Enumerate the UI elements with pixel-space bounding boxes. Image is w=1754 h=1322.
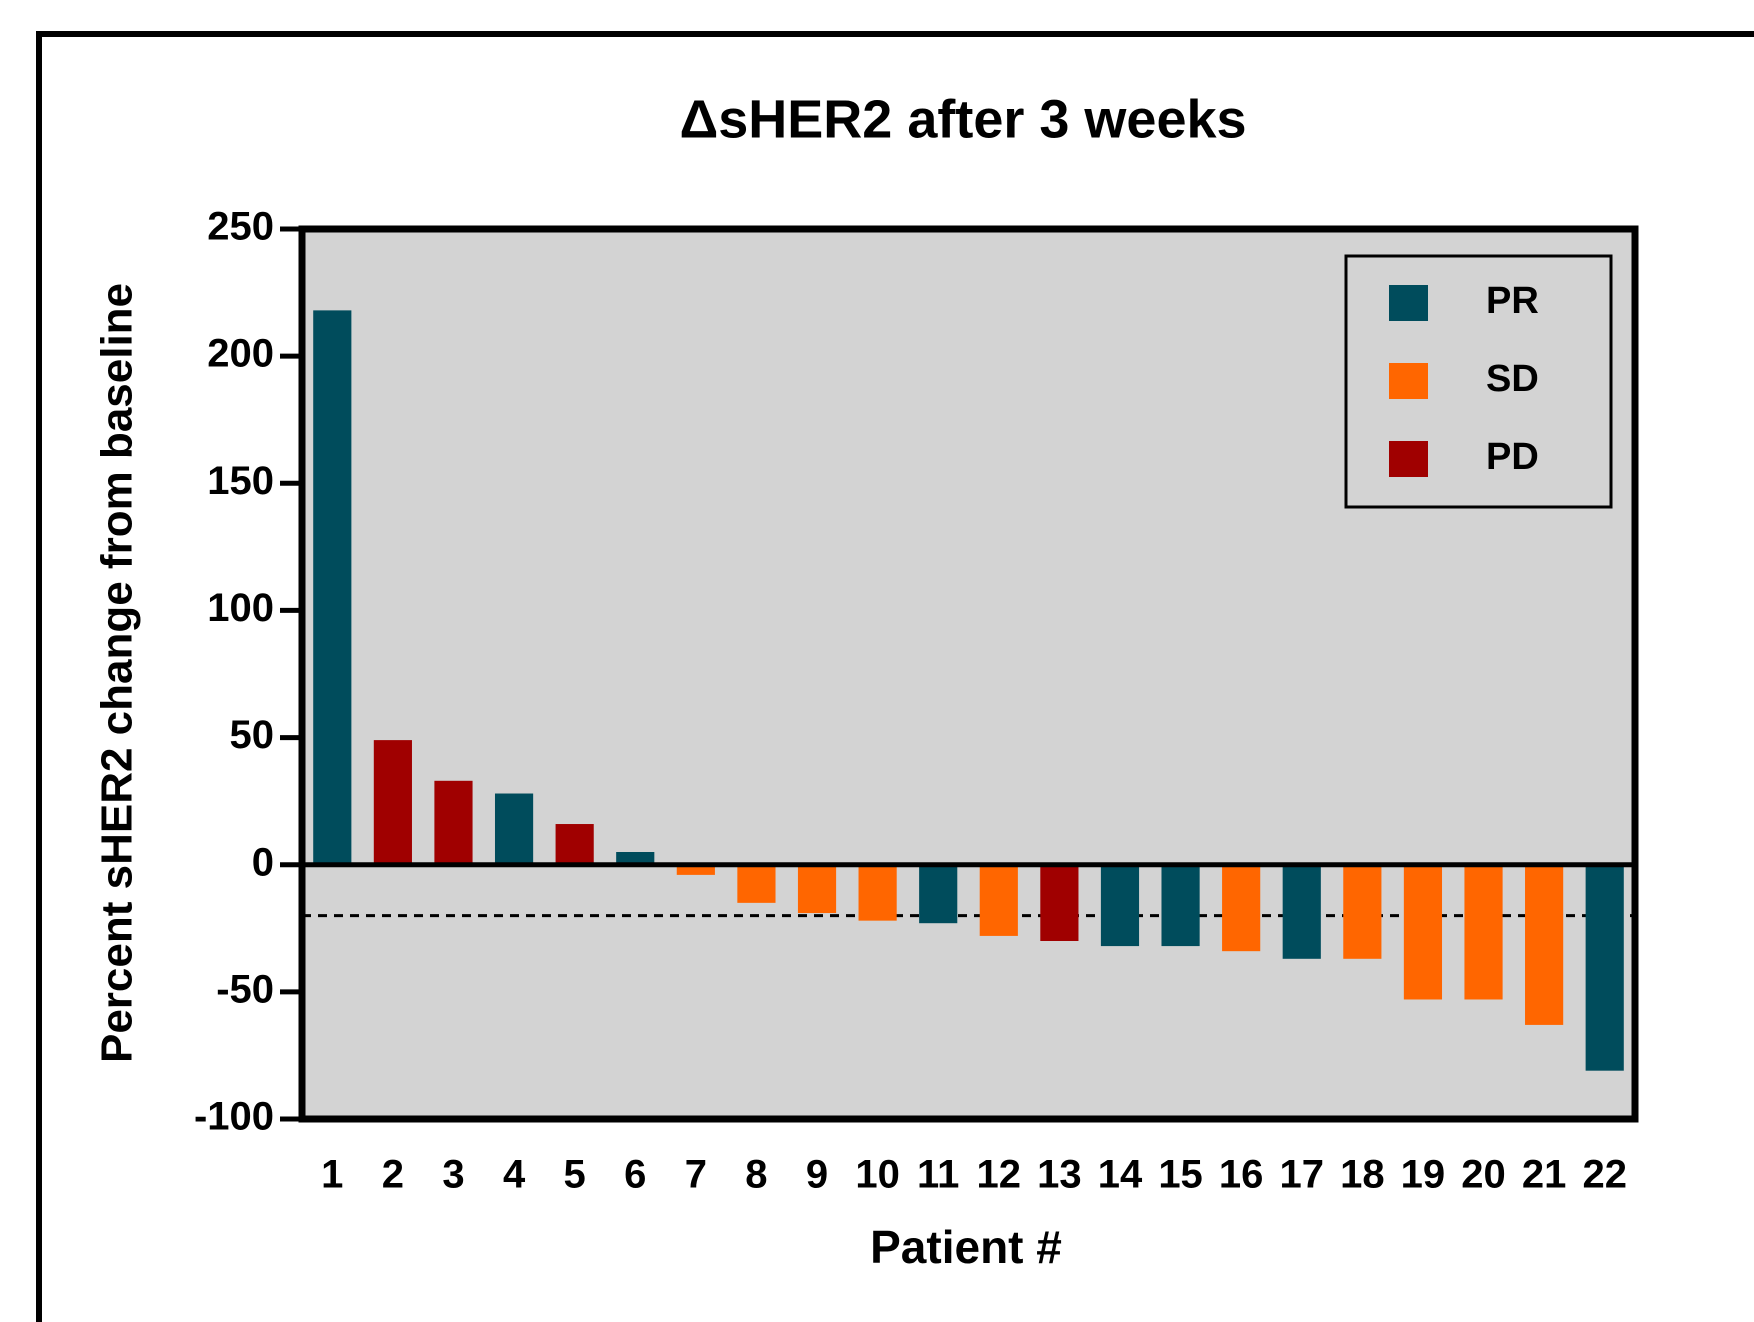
x-tick-label: 5 <box>564 1153 586 1197</box>
legend-label: PD <box>1486 436 1539 478</box>
legend-label: PR <box>1486 280 1539 322</box>
bar <box>1585 864 1624 1071</box>
chart-title: ΔsHER2 after 3 weeks <box>679 89 1246 149</box>
x-tick-label: 15 <box>1158 1153 1203 1197</box>
x-tick-label: 12 <box>977 1153 1022 1197</box>
legend-swatch <box>1389 441 1428 477</box>
x-tick-label: 14 <box>1098 1153 1143 1197</box>
x-axis-title: Patient # <box>870 1221 1062 1273</box>
x-tick-label: 2 <box>382 1153 404 1197</box>
x-tick-label: 9 <box>806 1153 828 1197</box>
bar <box>616 852 655 865</box>
x-tick-label: 18 <box>1340 1153 1385 1197</box>
bar <box>1100 864 1140 947</box>
x-tick-label: 3 <box>442 1153 464 1197</box>
legend-label: SD <box>1486 358 1539 400</box>
x-tick-label: 4 <box>503 1153 526 1197</box>
bar <box>1464 864 1503 1000</box>
bar <box>797 864 837 914</box>
x-tick-label: 21 <box>1522 1153 1567 1197</box>
bar <box>979 864 1018 936</box>
y-tick-label: 100 <box>207 586 274 630</box>
y-axis-title: Percent sHER2 change from baseline <box>93 283 142 1063</box>
bar <box>1161 864 1200 947</box>
y-tick-label: 250 <box>207 205 274 249</box>
bar <box>1343 864 1382 959</box>
x-tick-label: 16 <box>1219 1153 1264 1197</box>
x-tick-label: 1 <box>321 1153 343 1197</box>
y-tick-label: -100 <box>194 1095 274 1139</box>
x-tick-label: 20 <box>1461 1153 1506 1197</box>
plot-border <box>298 225 1639 1123</box>
bar <box>313 310 352 865</box>
y-tick-label: 200 <box>207 332 274 376</box>
bar <box>1403 864 1443 1000</box>
bar <box>1222 864 1261 952</box>
legend-swatch <box>1389 285 1428 321</box>
y-tick-label: 150 <box>207 459 274 503</box>
x-tick-label: 6 <box>624 1153 646 1197</box>
x-tick-label: 10 <box>855 1153 900 1197</box>
legend-swatch <box>1389 363 1428 399</box>
bar <box>494 793 534 865</box>
x-tick-label: 11 <box>917 1153 959 1197</box>
bar <box>434 780 473 865</box>
x-tick-label: 19 <box>1401 1153 1446 1197</box>
y-tick-label: -50 <box>216 967 274 1011</box>
bar <box>1040 864 1079 941</box>
bar <box>737 864 776 903</box>
bar <box>676 864 715 875</box>
frame <box>36 31 1754 1322</box>
y-tick-label: 50 <box>230 713 275 757</box>
legend-box <box>1344 254 1613 509</box>
x-tick-label: 8 <box>745 1153 767 1197</box>
x-tick-label: 7 <box>685 1153 707 1197</box>
bar <box>555 824 594 865</box>
y-tick-label: 0 <box>252 840 274 884</box>
bar <box>1525 864 1564 1025</box>
bar <box>858 864 897 921</box>
x-tick-label: 17 <box>1280 1153 1325 1197</box>
x-tick-label: 13 <box>1037 1153 1082 1197</box>
bar <box>919 864 958 924</box>
bar <box>373 740 412 865</box>
bar <box>1282 864 1321 959</box>
x-tick-label: 22 <box>1582 1153 1627 1197</box>
